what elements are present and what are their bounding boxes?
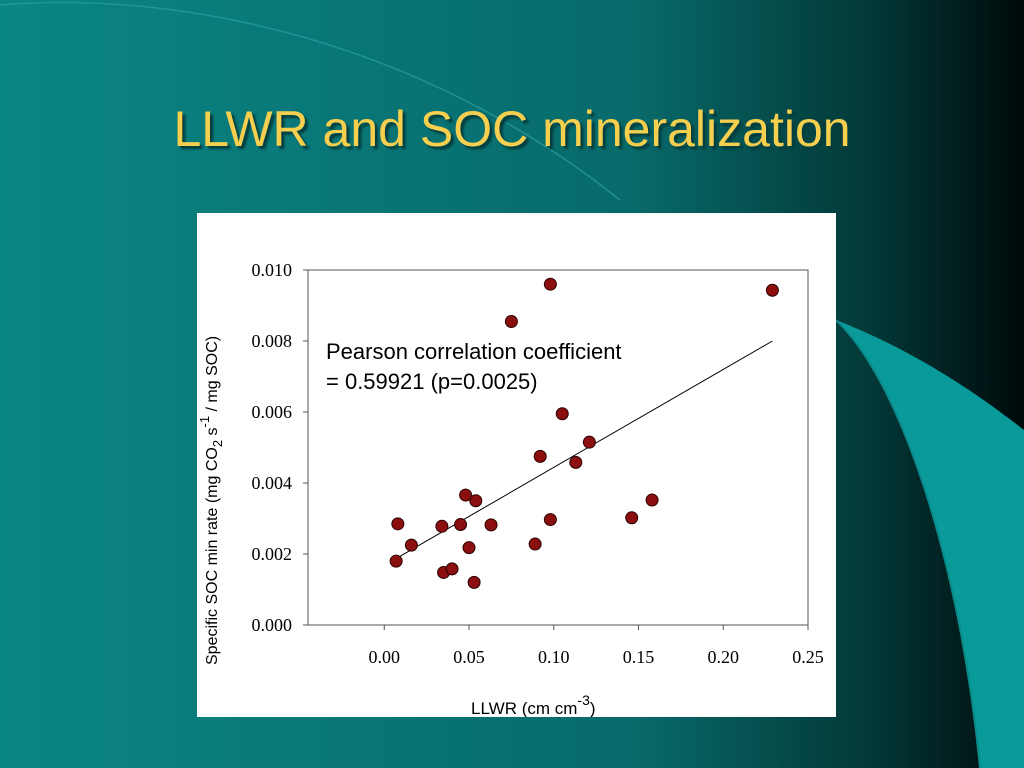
data-point xyxy=(528,537,542,551)
data-point xyxy=(445,562,459,576)
y-axis-label-part3: / mg SOC) xyxy=(204,336,221,416)
chart-panel: 0.000 0.002 0.004 0.006 0.008 0.010 0.00 0.05 0… xyxy=(197,213,836,717)
data-point xyxy=(533,449,547,463)
x-tick-label: 0.15 xyxy=(623,647,655,667)
data-point xyxy=(765,283,779,297)
data-point xyxy=(462,541,476,555)
data-point xyxy=(543,277,557,291)
annotation-line-1: Pearson correlation coefficient xyxy=(326,339,622,364)
data-point xyxy=(467,575,481,589)
data-point xyxy=(484,518,498,532)
y-tick-label: 0.008 xyxy=(252,331,293,351)
data-point xyxy=(555,407,569,421)
data-point xyxy=(543,513,557,527)
data-point xyxy=(389,554,403,568)
y-tick-label: 0.004 xyxy=(252,473,293,493)
background-arc-upper xyxy=(0,1,621,201)
x-axis-label-main: LLWR (cm cm xyxy=(471,699,577,717)
x-tick-label: 0.10 xyxy=(538,647,570,667)
y-axis-ticks: 0.000 0.002 0.004 0.006 0.008 0.010 xyxy=(252,260,308,635)
y-tick-label: 0.000 xyxy=(252,615,293,635)
y-tick-label: 0.010 xyxy=(252,260,293,280)
y-axis-label-part1: Specific SOC min rate (mg CO xyxy=(204,447,221,665)
x-axis-label: LLWR (cm cm-3) xyxy=(471,692,596,717)
data-point xyxy=(469,494,483,508)
data-points xyxy=(389,277,779,589)
x-axis-label-superscript: -3 xyxy=(577,692,590,708)
y-axis-label-subscript: 2 xyxy=(210,440,225,447)
data-point xyxy=(454,518,468,532)
data-point xyxy=(582,435,596,449)
x-tick-label: 0.00 xyxy=(369,647,401,667)
data-point xyxy=(435,519,449,533)
data-point xyxy=(569,455,583,469)
data-point xyxy=(404,538,418,552)
data-point xyxy=(391,517,405,531)
plot-frame xyxy=(307,269,809,626)
background-teal-swoosh xyxy=(836,320,1024,768)
x-tick-label: 0.20 xyxy=(708,647,740,667)
y-axis-label: Specific SOC min rate (mg CO2 s-1 / mg S… xyxy=(197,336,225,665)
data-point xyxy=(625,511,639,525)
y-axis-label-superscript: -1 xyxy=(197,416,212,428)
x-axis-label-suffix: ) xyxy=(590,699,596,717)
data-point xyxy=(459,488,473,502)
background-swoosh-edge xyxy=(835,319,981,768)
x-tick-label: 0.05 xyxy=(453,647,485,667)
annotation-line-2: = 0.59921 (p=0.0025) xyxy=(326,369,538,394)
y-tick-label: 0.006 xyxy=(252,402,293,422)
y-axis-label-part2: s xyxy=(204,427,221,439)
x-tick-label: 0.25 xyxy=(792,647,824,667)
y-tick-label: 0.002 xyxy=(252,544,293,564)
data-point xyxy=(645,493,659,507)
x-axis-ticks: 0.00 0.05 0.10 0.15 0.20 0.25 xyxy=(369,625,824,667)
data-point xyxy=(504,314,518,328)
slide-title: LLWR and SOC mineralization xyxy=(173,101,851,157)
